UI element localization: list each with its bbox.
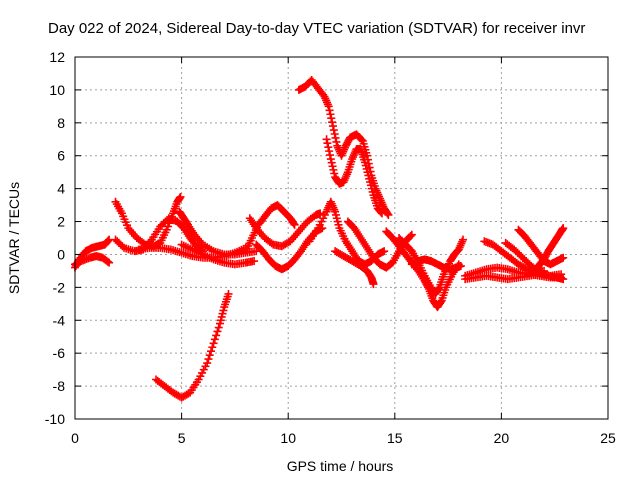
data-point [326,110,335,119]
data-point [406,232,415,241]
data-point [210,335,219,344]
data-point [459,235,468,244]
data-point [327,114,336,123]
series-t23 [501,238,568,284]
data-point [434,284,443,293]
data-point [329,126,338,135]
data-point [325,147,334,156]
y-tick-label: 12 [49,49,65,65]
series-t7 [175,207,261,259]
data-point [176,192,185,201]
data-point [378,209,387,218]
data-point [207,347,216,356]
data-point [331,133,340,142]
data-point [105,258,114,267]
x-tick-label: 25 [600,430,616,446]
series-t19 [407,255,465,274]
data-point [357,135,366,144]
data-point [559,253,568,262]
y-tick-label: 10 [49,82,65,98]
data-point [325,106,334,115]
data-point [559,275,568,284]
series-t9 [241,201,299,256]
data-point [214,323,223,332]
series-t13 [322,135,387,218]
data-point [328,162,337,171]
data-point [290,220,299,229]
x-tick-label: 0 [71,430,79,446]
y-tick-label: -6 [53,345,66,361]
axis-ticks: 0 5 10 15 20 25 -10 -8 -6 -4 -2 0 2 4 6 8 10 12 [45,49,616,446]
data-point [330,130,339,139]
data-point [369,280,378,289]
data-point [250,257,259,266]
data-point [104,236,113,245]
plot-frame [74,56,609,420]
data-point [203,359,212,368]
data-point [332,137,341,146]
series-t18 [395,234,468,298]
data-point [322,135,331,144]
x-tick-label: 15 [387,430,403,446]
chart-title: Day 022 of 2024, Sidereal Day-to-day VTE… [48,20,585,37]
y-tick-label: 2 [57,214,65,230]
series-t10 [245,209,325,251]
y-tick-label: 0 [57,246,65,262]
y-tick-label: 4 [57,181,65,197]
data-point [289,219,298,228]
data-point [325,151,334,160]
x-tick-label: 5 [178,430,186,446]
x-tick-label: 20 [494,430,510,446]
y-tick-label: 6 [57,148,65,164]
x-tick-label: 10 [280,430,296,446]
data-point [316,209,325,218]
y-axis-label: SDTVAR / TECUs [6,182,22,294]
data-point [213,327,222,336]
data-point [323,139,332,148]
series-t8 [177,240,259,269]
data-point [205,351,214,360]
data-point [380,247,389,256]
data-point [328,118,337,127]
data-point [456,261,465,270]
data-point [377,208,386,217]
y-tick-label: -10 [45,411,65,427]
y-tick-label: -2 [53,279,66,295]
y-tick-label: -4 [53,312,66,328]
data-point [212,331,221,340]
series-t25 [531,224,568,275]
data-point [208,343,217,352]
data-point [559,224,568,233]
data-point [204,355,213,364]
y-tick-label: 8 [57,115,65,131]
series-t5 [152,289,233,402]
data-point [407,230,416,239]
data-point [209,339,218,348]
data-point [328,122,337,131]
y-tick-label: -8 [53,378,66,394]
x-axis-label: GPS time / hours [287,458,394,474]
series-t15 [331,247,378,289]
data-series [71,76,568,402]
data-point [329,165,338,174]
data-point [103,257,112,266]
data-point [326,155,335,164]
data-point [327,158,336,167]
data-point [330,169,339,178]
series-t2 [71,252,114,269]
data-point [224,289,233,298]
data-point [436,297,445,306]
data-point [324,102,333,111]
data-point [324,143,333,152]
data-point [384,210,393,219]
